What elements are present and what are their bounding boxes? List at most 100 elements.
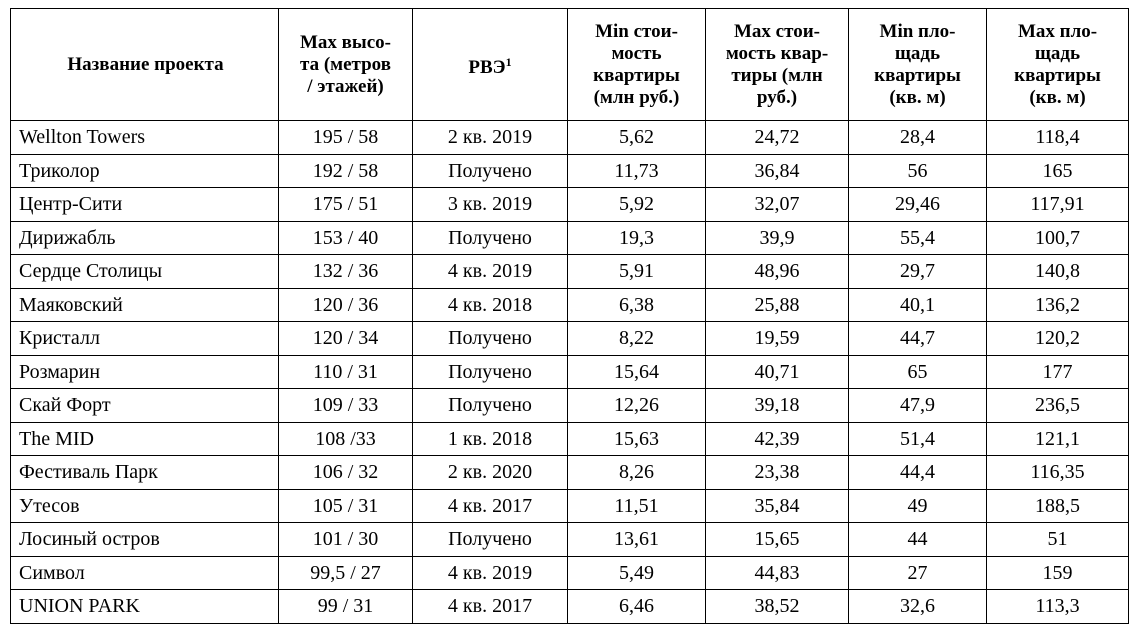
table-cell: 19,59 [705, 321, 849, 356]
header-cell: Max высо- та (метров / этажей) [278, 8, 413, 121]
table-cell: Лосиный остров [10, 522, 279, 557]
table-cell: 39,9 [705, 220, 849, 255]
table-row: Утесов 105 / 31 4 кв. 2017 11,51 35,84 49 188,… [10, 488, 1129, 523]
table-cell: 6,46 [567, 589, 706, 624]
table-cell: UNION PARK [10, 589, 279, 624]
table-cell: 117,91 [986, 187, 1129, 222]
table-row: Розмарин 110 / 31 Получено 15,64 40,71 65 177 [10, 354, 1129, 389]
header-cell: Min пло- щадь квартиры (кв. м) [848, 8, 987, 121]
table-cell: 4 кв. 2017 [412, 488, 568, 523]
table-cell: 3 кв. 2019 [412, 187, 568, 222]
table-cell: 11,51 [567, 488, 706, 523]
table-cell: 47,9 [848, 388, 987, 423]
table-cell: 106 / 32 [278, 455, 413, 490]
table-cell: The MID [10, 421, 279, 456]
table-cell: 29,7 [848, 254, 987, 289]
table-cell: 49 [848, 488, 987, 523]
table-cell: 44,83 [705, 555, 849, 590]
table-cell: 15,64 [567, 354, 706, 389]
table-cell: Получено [412, 388, 568, 423]
table-row: Маяковский 120 / 36 4 кв. 2018 6,38 25,88 40,… [10, 287, 1129, 322]
table-cell: 27 [848, 555, 987, 590]
table-cell: 108 /33 [278, 421, 413, 456]
table-cell: 48,96 [705, 254, 849, 289]
table-cell: 23,38 [705, 455, 849, 490]
table-row: Кристалл 120 / 34 Получено 8,22 19,59 44,7 120… [10, 321, 1129, 356]
table-cell: 192 / 58 [278, 153, 413, 188]
table-cell: Центр-Сити [10, 187, 279, 222]
table-cell: 120 / 36 [278, 287, 413, 322]
table-cell: 165 [986, 153, 1129, 188]
table-cell: 65 [848, 354, 987, 389]
table-cell: 8,22 [567, 321, 706, 356]
table-cell: 56 [848, 153, 987, 188]
table-cell: 99 / 31 [278, 589, 413, 624]
footnote-mark: 1 [505, 54, 512, 69]
table-cell: Получено [412, 153, 568, 188]
table-cell: 8,26 [567, 455, 706, 490]
table-row: Триколор 192 / 58 Получено 11,73 36,84 56 165 [10, 153, 1129, 188]
table-cell: 236,5 [986, 388, 1129, 423]
table-cell: 44 [848, 522, 987, 557]
table-cell: 110 / 31 [278, 354, 413, 389]
table-body: Wellton Towers 195 / 58 2 кв. 2019 5,62 24,7… [10, 120, 1129, 624]
table-cell: Фестиваль Парк [10, 455, 279, 490]
table-cell: 40,71 [705, 354, 849, 389]
table-cell: 109 / 33 [278, 388, 413, 423]
table-cell: 100,7 [986, 220, 1129, 255]
table-cell: Получено [412, 220, 568, 255]
header-cell: Min стои- мость квартиры (млн руб.) [567, 8, 706, 121]
table-cell: 5,91 [567, 254, 706, 289]
table-row: UNION PARK 99 / 31 4 кв. 2017 6,46 38,52 32,6… [10, 589, 1129, 624]
table-cell: 39,18 [705, 388, 849, 423]
table-cell: 121,1 [986, 421, 1129, 456]
table-cell: 15,63 [567, 421, 706, 456]
header-cell: РВЭ1 [412, 8, 568, 121]
table-cell: Получено [412, 354, 568, 389]
table-cell: 113,3 [986, 589, 1129, 624]
table-cell: Кристалл [10, 321, 279, 356]
table-cell: 40,1 [848, 287, 987, 322]
table-cell: Скай Форт [10, 388, 279, 423]
table-cell: 99,5 / 27 [278, 555, 413, 590]
table-cell: 51 [986, 522, 1129, 557]
table-cell: 35,84 [705, 488, 849, 523]
table-cell: 140,8 [986, 254, 1129, 289]
table-cell: 132 / 36 [278, 254, 413, 289]
table-row: Лосиный остров 101 / 30 Получено 13,61 15,65… [10, 522, 1129, 557]
table-row: Центр-Сити 175 / 51 3 кв. 2019 5,92 32,07 29,… [10, 187, 1129, 222]
table-cell: 1 кв. 2018 [412, 421, 568, 456]
header-text: РВЭ [468, 56, 506, 78]
table-cell: 25,88 [705, 287, 849, 322]
table-cell: 11,73 [567, 153, 706, 188]
table-cell: 136,2 [986, 287, 1129, 322]
table-row: Дирижабль 153 / 40 Получено 19,3 39,9 55,4 100… [10, 220, 1129, 255]
table-cell: 153 / 40 [278, 220, 413, 255]
table-cell: 15,65 [705, 522, 849, 557]
table-row: Фестиваль Парк 106 / 32 2 кв. 2020 8,26 23,3… [10, 455, 1129, 490]
table-cell: 195 / 58 [278, 120, 413, 155]
table-cell: 44,7 [848, 321, 987, 356]
table-cell: 101 / 30 [278, 522, 413, 557]
table-cell: 38,52 [705, 589, 849, 624]
table-cell: 120 / 34 [278, 321, 413, 356]
table-cell: 118,4 [986, 120, 1129, 155]
table-cell: 177 [986, 354, 1129, 389]
table-cell: 105 / 31 [278, 488, 413, 523]
header-row: Название проекта Max высо- та (метров / э… [10, 8, 1129, 121]
table-cell: Сердце Столицы [10, 254, 279, 289]
table-row: Символ 99,5 / 27 4 кв. 2019 5,49 44,83 27 159 [10, 555, 1129, 590]
table-cell: Розмарин [10, 354, 279, 389]
table-cell: 13,61 [567, 522, 706, 557]
table-cell: 51,4 [848, 421, 987, 456]
table-cell: 188,5 [986, 488, 1129, 523]
table-cell: 120,2 [986, 321, 1129, 356]
table-row: Скай Форт 109 / 33 Получено 12,26 39,18 47,9 2… [10, 388, 1129, 423]
table-cell: 5,62 [567, 120, 706, 155]
table-cell: 2 кв. 2020 [412, 455, 568, 490]
table-cell: Получено [412, 522, 568, 557]
table-cell: 4 кв. 2017 [412, 589, 568, 624]
table-cell: 19,3 [567, 220, 706, 255]
header-cell: Max стои- мость квар- тиры (млн руб.) [705, 8, 849, 121]
